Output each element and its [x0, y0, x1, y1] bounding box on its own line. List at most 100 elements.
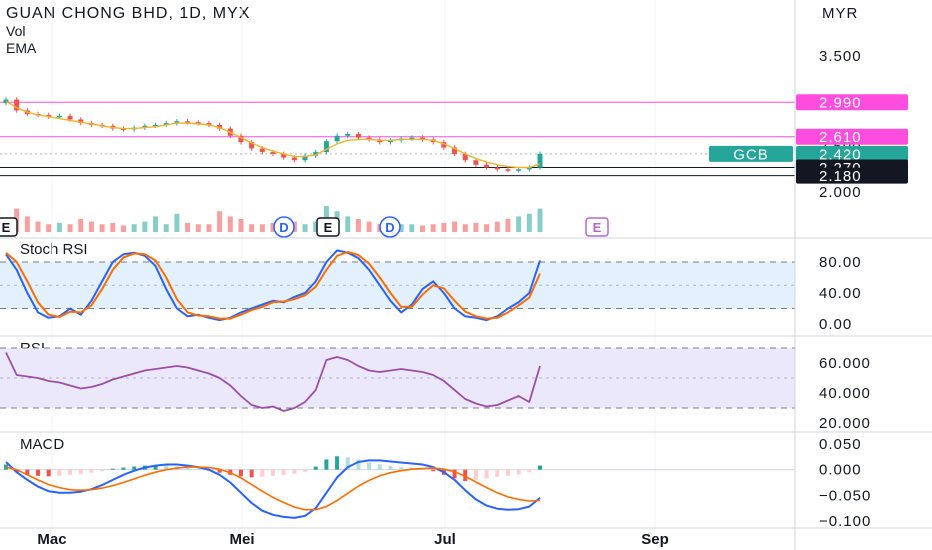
price-tag-label: 2.990 — [819, 95, 862, 112]
event-marker-e: E — [0, 217, 18, 237]
date-axis-tick: Mac — [37, 531, 66, 548]
candle-body — [67, 115, 73, 120]
candle-body — [206, 123, 212, 125]
volume-bar — [473, 222, 479, 232]
macd-histogram-bar — [249, 469, 254, 478]
volume-bar — [120, 225, 126, 232]
candle-body — [516, 169, 522, 171]
candle-body — [270, 152, 276, 154]
volume-bar — [505, 219, 511, 232]
macd-histogram-bar — [495, 469, 500, 477]
volume-bar — [110, 222, 116, 232]
price-tag-last: 2.420 — [796, 145, 908, 163]
volume-bar — [78, 219, 84, 232]
volume-bar — [24, 216, 30, 232]
candle-body — [526, 167, 532, 170]
macd-title: MACD — [20, 436, 65, 453]
candle-body — [185, 121, 191, 123]
price-tag-level: 2.610 — [796, 128, 908, 146]
price-tag-box — [796, 94, 908, 111]
macd-histogram-bar — [473, 469, 478, 480]
event-marker-label: E — [2, 220, 11, 235]
macd-histogram-bar — [367, 462, 372, 470]
legend-ema: EMA — [6, 40, 37, 56]
volume-bar — [185, 222, 191, 232]
price-tag-dark: 2.180 — [796, 167, 908, 185]
macd-histogram-bar — [46, 469, 51, 477]
stoch-rsi-title: Stoch RSI — [20, 241, 88, 258]
macd-histogram-bar — [324, 459, 329, 470]
volume-bar — [441, 222, 447, 232]
macd-axis-tick: 0.050 — [819, 436, 862, 453]
candle-body — [195, 122, 201, 124]
price-tag-box — [796, 128, 908, 145]
stoch-k-line — [5, 249, 541, 322]
dividend-marker-circle — [379, 216, 401, 238]
macd-histogram-bar — [463, 469, 468, 481]
candle-body — [334, 135, 340, 142]
price-tag-label: 2.180 — [819, 168, 862, 185]
price-tag-box — [796, 145, 908, 162]
macd-histogram-bar — [164, 465, 169, 470]
event-marker-e: E — [316, 217, 340, 237]
date-axis-tick: Jul — [434, 531, 456, 548]
date-axis-tick: Sep — [641, 531, 669, 548]
volume-bar — [249, 224, 255, 232]
ema-line — [5, 100, 541, 169]
macd-histogram-bar — [313, 466, 318, 470]
candle-body — [217, 124, 223, 129]
candle-body — [484, 164, 490, 168]
currency-label: MYR — [822, 5, 859, 22]
candle-body — [441, 142, 447, 148]
macd-histogram-bar — [4, 464, 8, 470]
date-axis-tick: Mei — [229, 531, 254, 548]
macd-histogram-bar — [484, 469, 489, 479]
candle-body — [473, 160, 479, 165]
volume-bar — [153, 216, 159, 232]
event-marker-label: E — [324, 220, 333, 235]
volume-bar — [430, 224, 436, 232]
dividend-marker-circle — [273, 216, 295, 238]
candle-body — [238, 135, 244, 143]
macd-histogram-bar — [271, 469, 275, 476]
price-tag-box — [796, 167, 908, 184]
volume-bar — [313, 221, 319, 232]
candle-body — [420, 137, 426, 140]
candle-body — [153, 124, 159, 127]
volume-bar — [206, 224, 212, 232]
macd-histogram-bar — [260, 469, 265, 477]
rsi-axis-tick: 40.000 — [819, 385, 871, 402]
volume-bar — [46, 224, 52, 232]
macd-histogram-bar — [36, 469, 41, 476]
price-tag-label: GCB — [733, 146, 769, 163]
stoch-axis-tick: 0.00 — [819, 316, 852, 333]
event-marker-e: E — [585, 217, 609, 237]
volume-bar — [56, 222, 62, 232]
macd-axis-tick: −0.050 — [819, 487, 871, 504]
price-axis-tick: 3.500 — [819, 48, 862, 65]
volume-bar — [355, 219, 361, 232]
volume-bar — [195, 224, 201, 232]
macd-axis-tick: 0.000 — [819, 462, 862, 479]
macd-histogram-bar — [57, 469, 62, 476]
event-marker-d: D — [379, 216, 401, 238]
candle-body — [120, 128, 126, 131]
candle-body — [313, 152, 319, 156]
macd-histogram-bar — [399, 467, 404, 470]
candle-body — [366, 137, 372, 140]
candle-body — [494, 167, 500, 170]
macd-histogram-bar — [527, 469, 532, 473]
volume-bar — [270, 222, 276, 232]
macd-histogram-bar — [505, 469, 510, 476]
macd-histogram-bar — [100, 469, 105, 472]
volume-bar — [174, 213, 180, 232]
price-tag-label: 2.420 — [819, 146, 862, 163]
event-marker-label: E — [593, 220, 602, 235]
macd-histogram-bar — [292, 469, 297, 474]
earnings-marker-box — [0, 217, 18, 237]
stoch-axis-tick: 40.00 — [819, 285, 862, 302]
candle-body — [409, 137, 415, 140]
candle-body — [281, 153, 287, 158]
candle-body — [46, 114, 52, 117]
